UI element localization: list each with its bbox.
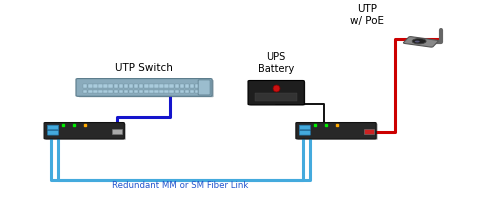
FancyBboxPatch shape: [300, 130, 310, 135]
Bar: [134, 84, 138, 88]
Text: UTP Switch: UTP Switch: [115, 63, 173, 73]
Circle shape: [414, 41, 420, 43]
Bar: [124, 84, 128, 88]
Bar: [114, 84, 118, 88]
Bar: [185, 90, 190, 93]
Bar: [93, 84, 98, 88]
Bar: [112, 129, 122, 134]
Bar: [108, 84, 113, 88]
FancyBboxPatch shape: [48, 130, 58, 135]
Bar: [164, 90, 169, 93]
Bar: [108, 90, 113, 93]
Bar: [154, 90, 158, 93]
Bar: [190, 90, 194, 93]
Bar: [88, 84, 92, 88]
Bar: [149, 90, 154, 93]
Bar: [154, 84, 158, 88]
Bar: [174, 84, 179, 88]
FancyBboxPatch shape: [198, 80, 210, 95]
Bar: [118, 84, 123, 88]
Bar: [139, 84, 143, 88]
Circle shape: [412, 39, 426, 44]
FancyBboxPatch shape: [78, 80, 214, 97]
Bar: [129, 84, 134, 88]
Bar: [164, 84, 169, 88]
Bar: [139, 90, 143, 93]
Bar: [200, 90, 204, 93]
Bar: [129, 90, 134, 93]
Bar: [160, 90, 164, 93]
Bar: [190, 84, 194, 88]
FancyBboxPatch shape: [404, 37, 438, 47]
FancyBboxPatch shape: [298, 124, 378, 140]
Bar: [180, 90, 184, 93]
Bar: [255, 92, 298, 101]
FancyBboxPatch shape: [296, 123, 376, 139]
Bar: [104, 90, 108, 93]
Bar: [114, 90, 118, 93]
Bar: [364, 129, 374, 134]
Text: UTP
w/ PoE: UTP w/ PoE: [350, 5, 384, 26]
Bar: [144, 90, 148, 93]
Bar: [124, 90, 128, 93]
Bar: [149, 84, 154, 88]
Bar: [93, 90, 98, 93]
FancyBboxPatch shape: [44, 123, 124, 139]
Text: Redundant MM or SM Fiber Link: Redundant MM or SM Fiber Link: [112, 181, 248, 190]
FancyBboxPatch shape: [300, 125, 310, 130]
Bar: [170, 90, 174, 93]
Bar: [83, 90, 87, 93]
Bar: [88, 90, 92, 93]
FancyBboxPatch shape: [76, 79, 212, 96]
Bar: [170, 84, 174, 88]
Bar: [160, 84, 164, 88]
FancyBboxPatch shape: [48, 125, 58, 130]
Bar: [118, 90, 123, 93]
FancyBboxPatch shape: [46, 124, 126, 140]
Text: UPS
Battery: UPS Battery: [258, 52, 294, 74]
FancyBboxPatch shape: [250, 82, 306, 106]
Bar: [200, 84, 204, 88]
FancyBboxPatch shape: [248, 81, 304, 105]
Bar: [134, 90, 138, 93]
Bar: [104, 84, 108, 88]
Bar: [195, 90, 200, 93]
Bar: [180, 84, 184, 88]
Bar: [144, 84, 148, 88]
Bar: [83, 84, 87, 88]
Bar: [98, 90, 102, 93]
Bar: [98, 84, 102, 88]
Bar: [195, 84, 200, 88]
Bar: [185, 84, 190, 88]
Bar: [174, 90, 179, 93]
